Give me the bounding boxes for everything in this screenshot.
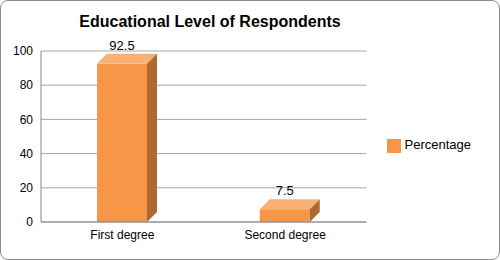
svg-text:7.5: 7.5 [276, 183, 294, 198]
svg-text:40: 40 [20, 147, 34, 161]
svg-text:100: 100 [13, 44, 33, 58]
svg-text:60: 60 [20, 113, 34, 127]
svg-text:92.5: 92.5 [109, 38, 134, 53]
svg-text:80: 80 [20, 78, 34, 92]
svg-text:20: 20 [20, 181, 34, 195]
html-text:Percentage: Percentage [404, 137, 471, 153]
svg-text:Second degree: Second degree [244, 228, 326, 242]
html-text:Educational Level of Responden: Educational Level of Respondents [79, 13, 341, 30]
svg-text:0: 0 [26, 215, 33, 229]
svg-text:First degree: First degree [90, 228, 154, 242]
